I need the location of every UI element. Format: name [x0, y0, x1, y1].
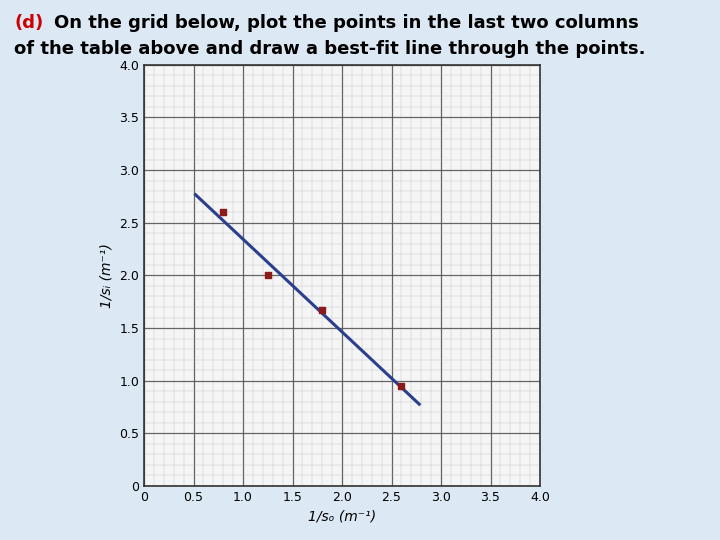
Text: of the table above and draw a best-fit line through the points.: of the table above and draw a best-fit l… [14, 40, 646, 58]
Point [217, 208, 229, 217]
X-axis label: 1/sₒ (m⁻¹): 1/sₒ (m⁻¹) [308, 509, 376, 523]
Point [317, 306, 328, 314]
Y-axis label: 1/sᵢ (m⁻¹): 1/sᵢ (m⁻¹) [99, 243, 114, 308]
Point [396, 382, 408, 390]
Point [262, 271, 274, 280]
Text: (d): (d) [14, 14, 44, 31]
Text: On the grid below, plot the points in the last two columns: On the grid below, plot the points in th… [54, 14, 639, 31]
